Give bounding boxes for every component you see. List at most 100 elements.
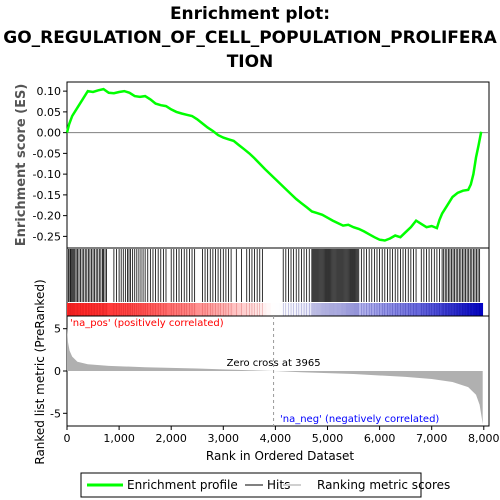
rank-color-segment xyxy=(341,303,346,316)
rank-color-segment xyxy=(212,303,217,316)
rank-color-segment xyxy=(154,303,159,316)
es-panel-frame xyxy=(66,81,490,249)
rank-color-segment xyxy=(108,303,114,316)
rank-color-segment xyxy=(416,303,421,316)
rank-color-segment xyxy=(320,303,326,316)
metric-y-tick-label: 5 xyxy=(54,323,61,336)
es-curve xyxy=(65,87,483,242)
rank-color-segment xyxy=(295,303,301,316)
rank-color-segment xyxy=(437,303,442,316)
x-tick-label: 2,000 xyxy=(155,432,187,445)
rank-color-segment xyxy=(366,303,371,316)
rank-color-segment xyxy=(270,303,276,316)
rank-color-segment xyxy=(457,303,463,316)
rank-color-segment xyxy=(262,303,267,316)
x-tick-label: 7,000 xyxy=(416,432,448,445)
rank-color-segment xyxy=(83,303,89,316)
rank-color-segment xyxy=(324,303,330,316)
rank-color-segment xyxy=(345,303,351,316)
rank-color-segment xyxy=(229,303,234,316)
x-tick-label: 6,000 xyxy=(364,432,396,445)
rank-color-segment xyxy=(445,303,450,316)
rank-color-segment xyxy=(166,303,172,316)
rank-color-segment xyxy=(67,303,72,316)
rank-color-segment xyxy=(441,303,446,316)
rank-color-segment xyxy=(428,303,434,316)
es-y-tick-label: -0.20 xyxy=(33,210,61,223)
x-tick-label: 3,000 xyxy=(208,432,240,445)
rank-color-segment xyxy=(112,303,118,316)
es-y-tick-label: -0.10 xyxy=(33,168,61,181)
rank-color-segment xyxy=(91,303,97,316)
es-y-tick-label: 0.05 xyxy=(37,106,62,119)
es-y-tick-label: 0.00 xyxy=(37,127,62,140)
metric-y-axis: 5 0 -5 xyxy=(50,323,67,420)
rank-color-segment xyxy=(349,303,355,316)
rank-color-segment xyxy=(249,303,255,316)
rank-color-segment xyxy=(145,303,151,316)
rank-color-segment xyxy=(478,303,484,316)
rank-color-segment xyxy=(287,303,292,316)
es-y-tick-label: -0.05 xyxy=(33,147,61,160)
pos-correlated-label: 'na_pos' (positively correlated) xyxy=(70,318,224,329)
rank-color-segment xyxy=(316,303,321,316)
rank-color-segment xyxy=(358,303,363,316)
rank-color-segment xyxy=(170,303,176,316)
legend-label-0: Enrichment profile xyxy=(127,478,238,492)
rank-color-segment xyxy=(299,303,305,316)
rank-color-segment xyxy=(241,303,247,316)
rank-color-segment xyxy=(312,303,317,316)
rank-color-segment xyxy=(424,303,430,316)
rank-color-segment xyxy=(162,303,168,316)
es-y-axis: 0.10 0.05 0.00 -0.05 -0.10 -0.15 -0.20 -0.25 xyxy=(33,85,67,243)
x-axis: 0 1,000 2,000 3,000 4,000 5,000 6,000 7,000 8,00… xyxy=(64,426,500,445)
rank-color-segment xyxy=(279,303,284,316)
rank-color-segment xyxy=(187,303,193,316)
plot-title-line-1: Enrichment plot: xyxy=(170,4,330,24)
rank-color-segment xyxy=(399,303,405,316)
rank-color-segment xyxy=(254,303,259,316)
rank-color-segment xyxy=(237,303,242,316)
x-tick-label: 0 xyxy=(64,432,71,445)
rank-color-segment xyxy=(391,303,396,316)
rank-color-segment xyxy=(195,303,201,316)
rank-color-segment xyxy=(362,303,367,316)
rank-color-segment xyxy=(191,303,197,316)
x-axis-title: Rank in Ordered Dataset xyxy=(206,449,354,463)
metric-y-tick-label: 0 xyxy=(54,365,61,378)
x-tick-label: 8,000 xyxy=(468,432,500,445)
rank-color-segment xyxy=(453,303,459,316)
rank-color-segment xyxy=(224,303,230,316)
rank-color-segment xyxy=(216,303,222,316)
rank-color-bar xyxy=(67,303,484,316)
x-tick-label: 5,000 xyxy=(312,432,344,445)
zero-cross-label: Zero cross at 3965 xyxy=(227,358,321,369)
rank-color-segment xyxy=(412,303,417,316)
rank-color-segment xyxy=(420,303,425,316)
rank-color-segment xyxy=(141,303,147,316)
plot-title-line-2: GO_REGULATION_OF_CELL_POPULATION_PROLIFE… xyxy=(3,28,497,48)
rank-color-segment xyxy=(274,303,280,316)
es-y-tick-label: -0.25 xyxy=(33,230,61,243)
rank-color-segment xyxy=(378,303,384,316)
legend-label-2: Ranking metric scores xyxy=(317,478,450,492)
legend-label-1: Hits xyxy=(267,478,290,492)
rank-color-segment xyxy=(71,303,76,316)
hit-markers xyxy=(68,249,481,302)
rank-color-segment xyxy=(133,303,138,316)
rank-color-segment xyxy=(328,303,334,316)
rank-color-segment xyxy=(220,303,226,316)
rank-color-segment xyxy=(96,303,101,316)
rank-color-segment xyxy=(245,303,251,316)
rank-color-segment xyxy=(470,303,475,316)
rank-color-segment xyxy=(449,303,454,316)
rank-color-segment xyxy=(466,303,471,316)
rank-color-segment xyxy=(79,303,84,316)
rank-color-segment xyxy=(308,303,313,316)
legend: Enrichment profile Hits Ranking metric sco… xyxy=(87,478,450,492)
rank-color-segment xyxy=(233,303,238,316)
rank-color-segment xyxy=(283,303,288,316)
rank-color-segment xyxy=(183,303,188,316)
rank-color-segment xyxy=(403,303,409,316)
